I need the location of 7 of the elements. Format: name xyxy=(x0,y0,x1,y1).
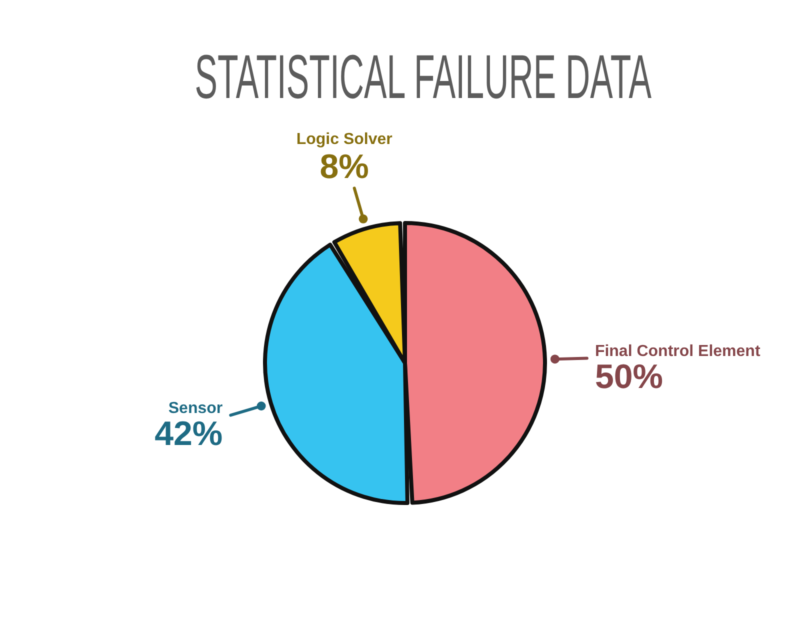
slice-label: Logic Solver xyxy=(296,131,392,148)
slice-label: Sensor xyxy=(168,400,223,418)
data-label: 42% xyxy=(154,415,223,454)
data-label: 8% xyxy=(320,148,369,186)
chart-title: STATISTICAL FAILURE DATA xyxy=(194,43,652,112)
data-label: 50% xyxy=(594,358,663,396)
slice-label: Final Control Element xyxy=(594,343,761,360)
